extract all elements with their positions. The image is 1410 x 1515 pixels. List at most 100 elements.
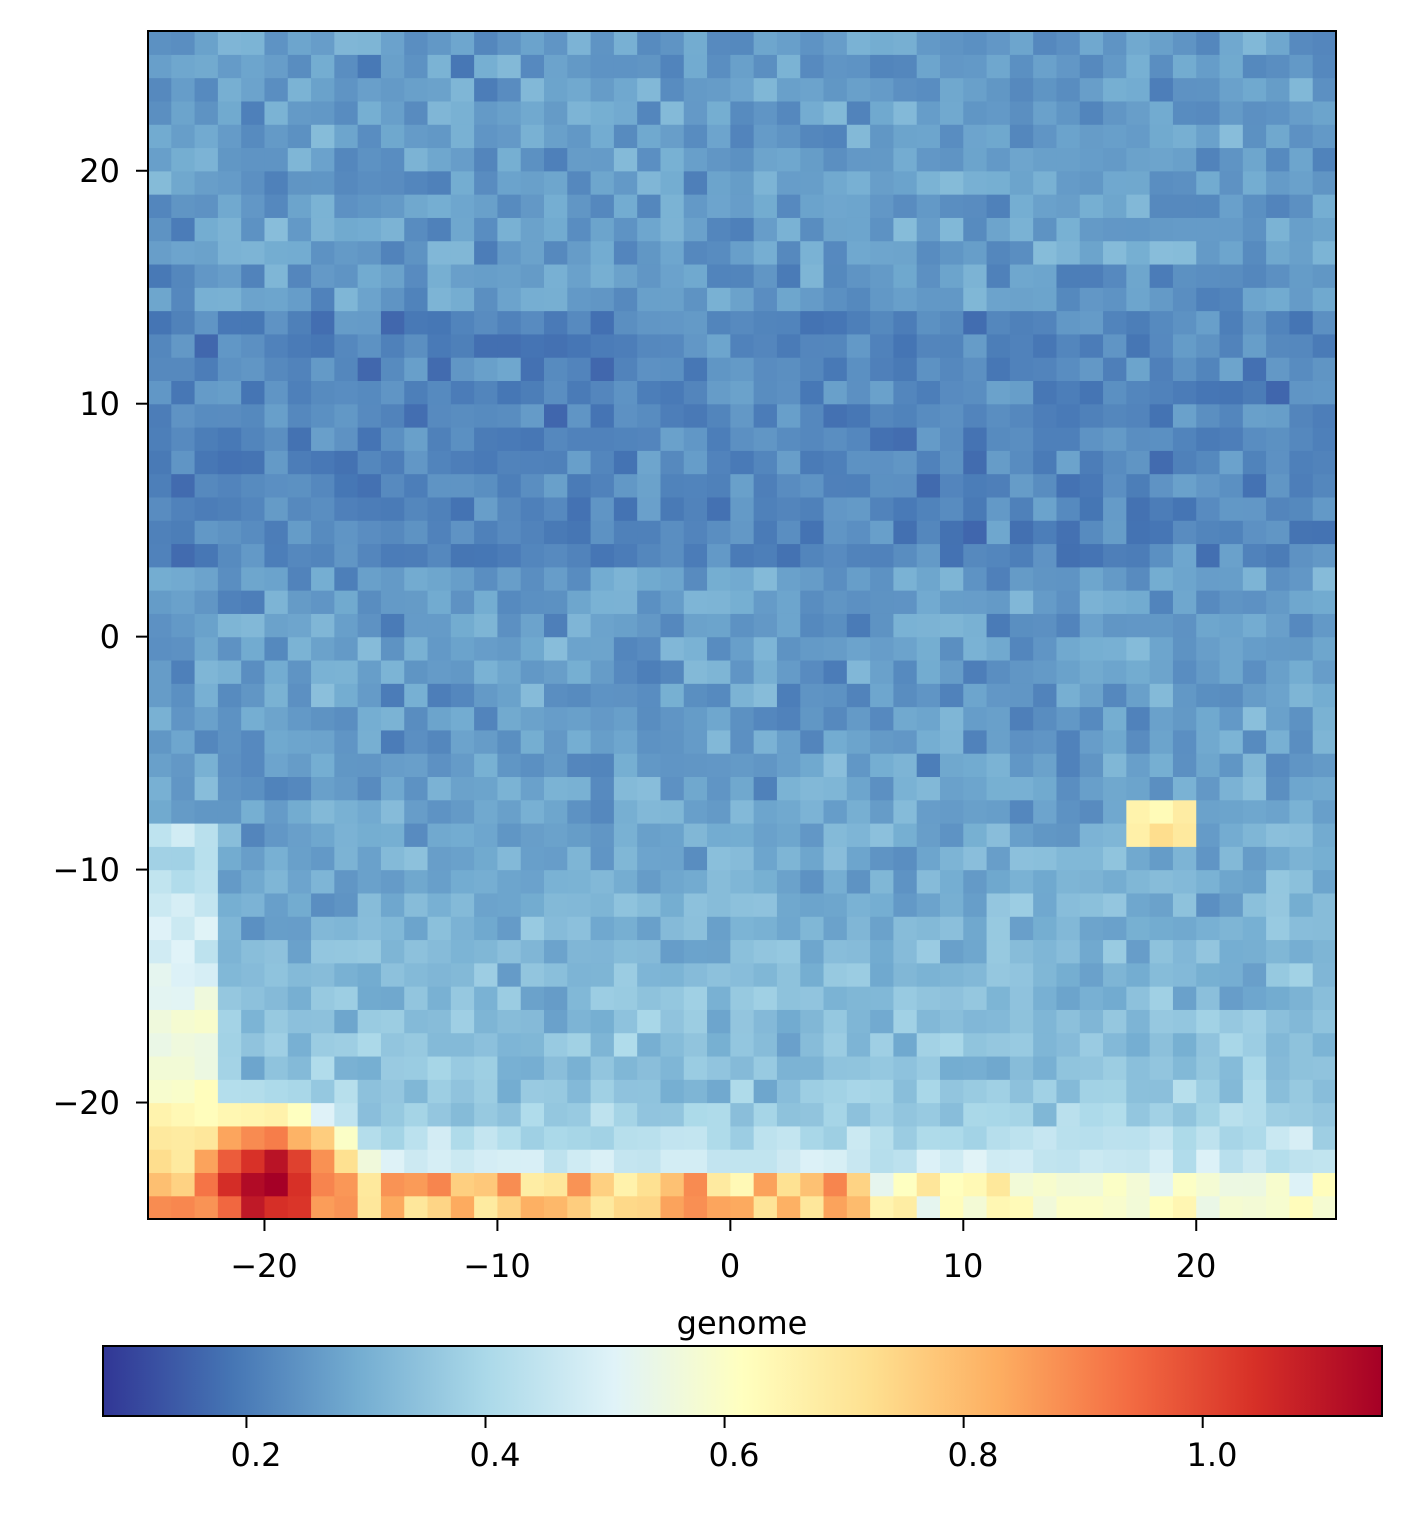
heatmap-cell bbox=[1103, 566, 1127, 591]
heatmap-cell bbox=[194, 263, 219, 288]
heatmap-cell bbox=[940, 1172, 964, 1197]
heatmap-cell bbox=[380, 1079, 405, 1104]
heatmap-cell bbox=[660, 683, 685, 708]
heatmap-cell bbox=[1219, 1079, 1244, 1104]
heatmap-cell bbox=[194, 1079, 219, 1104]
heatmap-cell bbox=[940, 287, 964, 312]
heatmap-cell bbox=[264, 1079, 289, 1104]
heatmap-cell bbox=[1266, 310, 1291, 335]
heatmap-cell bbox=[1149, 427, 1174, 451]
heatmap-cell bbox=[660, 543, 685, 568]
heatmap-cell bbox=[613, 427, 638, 451]
heatmap-cell bbox=[404, 496, 429, 521]
heatmap-cell bbox=[730, 124, 755, 149]
heatmap-cell bbox=[916, 287, 941, 312]
heatmap-cell bbox=[1242, 729, 1267, 754]
heatmap-cell bbox=[194, 706, 219, 731]
heatmap-cell bbox=[520, 357, 545, 382]
heatmap-cell bbox=[613, 753, 638, 778]
heatmap-cell bbox=[660, 1125, 685, 1150]
heatmap-cell bbox=[963, 706, 988, 731]
heatmap-cell bbox=[870, 240, 895, 265]
heatmap-cell bbox=[544, 263, 568, 288]
heatmap-cell bbox=[590, 310, 615, 335]
heatmap-cell bbox=[753, 1172, 778, 1197]
heatmap-cell bbox=[241, 706, 266, 731]
heatmap-cell bbox=[1126, 986, 1151, 1010]
heatmap-cell bbox=[287, 706, 312, 731]
heatmap-cell bbox=[1126, 683, 1151, 708]
heatmap-cell bbox=[823, 124, 848, 149]
heatmap-cell bbox=[1056, 1032, 1081, 1057]
heatmap-cell bbox=[846, 799, 871, 824]
heatmap-cell bbox=[660, 194, 685, 218]
heatmap-cell bbox=[707, 590, 731, 614]
heatmap-cell bbox=[1242, 147, 1267, 172]
heatmap-cell bbox=[683, 590, 708, 614]
heatmap-cell bbox=[1103, 683, 1127, 708]
heatmap-cell bbox=[171, 520, 196, 545]
heatmap-cell bbox=[427, 147, 452, 172]
heatmap-cell bbox=[520, 194, 545, 218]
heatmap-cell bbox=[753, 846, 778, 871]
heatmap-cell bbox=[148, 1172, 172, 1197]
heatmap-cell bbox=[1103, 333, 1127, 358]
heatmap-cell bbox=[171, 1055, 196, 1080]
heatmap-cell bbox=[567, 1055, 592, 1080]
heatmap-cell bbox=[171, 892, 196, 917]
heatmap-cell bbox=[1149, 333, 1174, 358]
heatmap-cell bbox=[1103, 287, 1127, 312]
heatmap-cell bbox=[171, 939, 196, 964]
heatmap-cell bbox=[357, 636, 382, 661]
heatmap-cell bbox=[823, 1195, 848, 1220]
heatmap-cell bbox=[544, 287, 568, 312]
heatmap-cell bbox=[823, 54, 848, 79]
heatmap-cell bbox=[1149, 520, 1174, 545]
heatmap-cell bbox=[660, 823, 685, 847]
heatmap-cell bbox=[1126, 1125, 1151, 1150]
heatmap-cell bbox=[567, 543, 592, 568]
heatmap-cell bbox=[940, 729, 964, 754]
heatmap-cell bbox=[1079, 31, 1104, 55]
heatmap-cell bbox=[1196, 31, 1221, 55]
heatmap-cell bbox=[940, 869, 964, 894]
heatmap-cell bbox=[893, 31, 918, 55]
heatmap-cell bbox=[893, 1172, 918, 1197]
heatmap-cell bbox=[707, 194, 731, 218]
heatmap-cell bbox=[963, 473, 988, 498]
heatmap-cell bbox=[963, 683, 988, 708]
heatmap-cell bbox=[1242, 962, 1267, 987]
heatmap-cell bbox=[916, 776, 941, 801]
heatmap-cell bbox=[1009, 706, 1034, 731]
heatmap-cell bbox=[1196, 357, 1221, 382]
heatmap-cell bbox=[683, 1009, 708, 1034]
heatmap-cell bbox=[730, 799, 755, 824]
heatmap-cell bbox=[241, 357, 266, 382]
heatmap-cell bbox=[1242, 77, 1267, 102]
heatmap-cell bbox=[1126, 520, 1151, 545]
heatmap-cell bbox=[380, 310, 405, 335]
heatmap-cell bbox=[776, 753, 801, 778]
heatmap-cell bbox=[1266, 31, 1291, 55]
heatmap-cell bbox=[870, 1172, 895, 1197]
heatmap-cell bbox=[986, 427, 1011, 451]
heatmap-cell bbox=[1103, 31, 1127, 55]
heatmap-cell bbox=[334, 939, 359, 964]
heatmap-cell bbox=[217, 799, 242, 824]
heatmap-cell bbox=[148, 1032, 172, 1057]
colorbar-tick-label: 0.2 bbox=[231, 1436, 282, 1474]
heatmap-cell bbox=[916, 1079, 941, 1104]
y-tick-label: −20 bbox=[52, 1084, 120, 1122]
heatmap-cell bbox=[1266, 543, 1291, 568]
heatmap-cell bbox=[683, 427, 708, 451]
heatmap-cell bbox=[520, 823, 545, 847]
heatmap-cell bbox=[544, 916, 568, 941]
heatmap-cell bbox=[753, 310, 778, 335]
heatmap-cell bbox=[613, 77, 638, 102]
heatmap-cell bbox=[1079, 1102, 1104, 1127]
heatmap-cell bbox=[287, 217, 312, 242]
heatmap-cell bbox=[148, 54, 172, 79]
heatmap-cell bbox=[1009, 683, 1034, 708]
heatmap-cell bbox=[893, 217, 918, 242]
heatmap-cell bbox=[544, 683, 568, 708]
